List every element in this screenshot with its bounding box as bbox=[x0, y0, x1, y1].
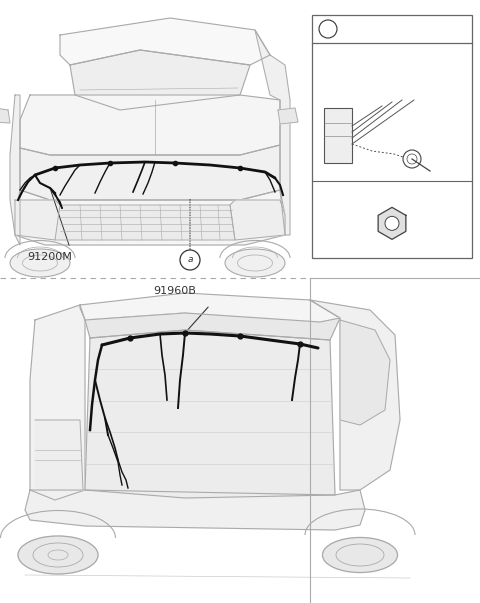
Bar bbox=[324, 108, 352, 163]
Polygon shape bbox=[20, 95, 280, 155]
Polygon shape bbox=[60, 18, 270, 65]
Polygon shape bbox=[0, 108, 10, 123]
Ellipse shape bbox=[225, 249, 285, 277]
Polygon shape bbox=[230, 200, 285, 240]
Polygon shape bbox=[55, 205, 235, 240]
Text: 91200M: 91200M bbox=[27, 252, 72, 262]
Ellipse shape bbox=[18, 536, 98, 574]
Ellipse shape bbox=[10, 249, 70, 277]
Polygon shape bbox=[340, 320, 390, 425]
Text: 1327CB: 1327CB bbox=[370, 182, 414, 192]
Polygon shape bbox=[255, 30, 290, 235]
Bar bbox=[312, 15, 472, 258]
Polygon shape bbox=[20, 145, 280, 200]
Polygon shape bbox=[15, 190, 285, 245]
Text: a: a bbox=[325, 25, 331, 34]
Ellipse shape bbox=[323, 537, 397, 572]
Polygon shape bbox=[70, 50, 250, 110]
Polygon shape bbox=[25, 490, 365, 530]
Circle shape bbox=[385, 216, 399, 230]
Polygon shape bbox=[278, 108, 298, 124]
Text: 18362: 18362 bbox=[381, 164, 414, 174]
Polygon shape bbox=[80, 293, 340, 328]
Polygon shape bbox=[15, 200, 60, 240]
Polygon shape bbox=[35, 420, 83, 490]
Polygon shape bbox=[85, 313, 340, 340]
Text: 1141AC: 1141AC bbox=[377, 177, 418, 187]
Text: a: a bbox=[187, 256, 193, 265]
Text: 91960B: 91960B bbox=[154, 286, 196, 296]
Polygon shape bbox=[30, 305, 85, 500]
Polygon shape bbox=[310, 300, 400, 490]
Polygon shape bbox=[378, 207, 406, 239]
Polygon shape bbox=[85, 330, 335, 498]
Polygon shape bbox=[10, 95, 20, 245]
